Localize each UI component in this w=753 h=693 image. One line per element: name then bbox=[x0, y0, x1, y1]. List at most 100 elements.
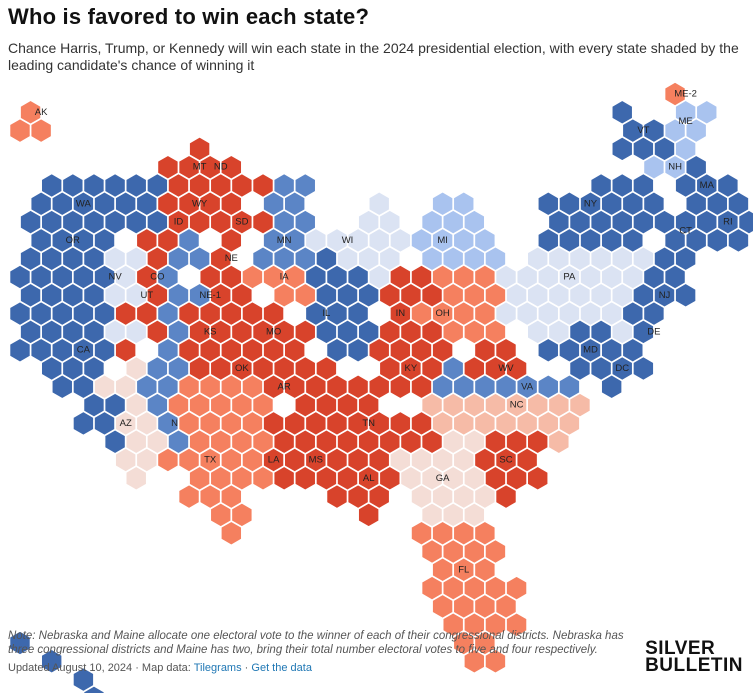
state-hex bbox=[315, 392, 338, 418]
state-hex bbox=[51, 374, 74, 400]
state-label-mi: MI bbox=[437, 235, 448, 246]
state-ca[interactable] bbox=[9, 246, 126, 455]
state-ma[interactable] bbox=[674, 154, 739, 217]
state-nj[interactable] bbox=[621, 246, 697, 327]
state-hex bbox=[442, 319, 465, 345]
state-label-ms: MS bbox=[309, 455, 323, 466]
state-hex bbox=[410, 301, 433, 327]
state-fl[interactable] bbox=[410, 520, 528, 674]
state-label-in: IN bbox=[396, 308, 406, 319]
state-ak[interactable] bbox=[9, 99, 53, 144]
state-me-2[interactable] bbox=[664, 81, 686, 107]
logo-line-2: BULLETIN bbox=[645, 655, 743, 676]
state-hex bbox=[495, 484, 517, 510]
state-tx[interactable] bbox=[157, 374, 274, 546]
state-label-nc: NC bbox=[510, 400, 524, 411]
state-mo[interactable] bbox=[241, 301, 317, 363]
state-label-wa: WA bbox=[76, 198, 92, 209]
tilegrams-link[interactable]: Tilegrams bbox=[193, 662, 242, 674]
state-ne-1[interactable] bbox=[209, 282, 253, 308]
state-oh[interactable] bbox=[410, 264, 507, 345]
state-hex bbox=[495, 374, 517, 400]
state-label-dc: DC bbox=[615, 363, 629, 374]
state-hex bbox=[611, 136, 634, 162]
state-ar[interactable] bbox=[252, 355, 359, 418]
state-ct[interactable] bbox=[664, 209, 718, 253]
state-label-ia: IA bbox=[280, 272, 290, 283]
state-dc[interactable] bbox=[600, 337, 655, 400]
state-de[interactable] bbox=[621, 319, 655, 363]
state-me[interactable] bbox=[664, 99, 718, 144]
logo-line-1: SILVER bbox=[645, 638, 716, 659]
state-mt[interactable] bbox=[157, 136, 232, 199]
state-label-ca: CA bbox=[77, 345, 91, 356]
state-hex bbox=[220, 520, 243, 546]
state-hi[interactable] bbox=[9, 630, 105, 693]
state-hex bbox=[347, 337, 369, 363]
state-hex bbox=[537, 227, 560, 253]
state-label-va: VA bbox=[521, 381, 534, 392]
state-tn[interactable] bbox=[304, 374, 443, 455]
state-hex bbox=[9, 118, 31, 144]
state-label-az: AZ bbox=[120, 418, 132, 429]
state-hex bbox=[685, 118, 708, 144]
state-id[interactable] bbox=[135, 172, 211, 272]
state-label-ri: RI bbox=[723, 217, 733, 228]
state-label-md: MD bbox=[583, 345, 598, 356]
state-label-pa: PA bbox=[563, 272, 576, 283]
state-wv[interactable] bbox=[463, 337, 528, 382]
state-hex bbox=[157, 154, 179, 180]
chart-title: Who is favored to win each state? bbox=[8, 4, 370, 29]
state-hex bbox=[357, 502, 380, 528]
state-hex bbox=[452, 374, 475, 400]
state-la[interactable] bbox=[262, 410, 338, 491]
state-ny[interactable] bbox=[537, 172, 676, 253]
state-ok[interactable] bbox=[178, 337, 264, 382]
state-ks[interactable] bbox=[178, 301, 253, 345]
state-hex bbox=[125, 465, 148, 491]
footer-separator: · bbox=[241, 662, 252, 674]
state-hex bbox=[674, 282, 697, 308]
state-sc[interactable] bbox=[473, 429, 549, 510]
state-label-ne: NE bbox=[225, 253, 238, 264]
state-nd[interactable] bbox=[220, 154, 274, 199]
state-az[interactable] bbox=[93, 355, 169, 491]
state-label-sc: SC bbox=[499, 455, 512, 466]
state-hex bbox=[495, 301, 517, 327]
state-hex bbox=[600, 227, 623, 253]
state-va[interactable] bbox=[431, 355, 581, 400]
state-hex bbox=[706, 227, 729, 253]
state-label-tn: TN bbox=[362, 418, 375, 429]
state-hex bbox=[632, 355, 655, 382]
footnote: Note: Nebraska and Maine allocate one el… bbox=[8, 630, 624, 656]
state-hex bbox=[569, 355, 591, 382]
get-data-link[interactable]: Get the data bbox=[251, 662, 312, 674]
state-hex bbox=[336, 392, 359, 418]
state-hex bbox=[114, 301, 137, 327]
state-hex bbox=[526, 465, 549, 491]
state-hex bbox=[495, 410, 517, 436]
state-label-id: ID bbox=[174, 217, 184, 228]
state-co[interactable] bbox=[157, 227, 211, 345]
state-label-mt: MT bbox=[193, 162, 207, 173]
state-label-vt: VT bbox=[637, 125, 649, 136]
state-label-ak: AK bbox=[35, 107, 48, 118]
state-mi[interactable] bbox=[410, 191, 507, 272]
state-ut[interactable] bbox=[114, 264, 169, 363]
state-wa[interactable] bbox=[30, 172, 169, 217]
state-il[interactable] bbox=[304, 246, 401, 363]
state-ri[interactable] bbox=[706, 191, 753, 253]
state-label-wi: WI bbox=[342, 235, 354, 246]
state-hex bbox=[93, 374, 116, 400]
state-hex bbox=[473, 374, 496, 400]
state-hex bbox=[547, 429, 570, 455]
state-hex bbox=[600, 374, 623, 400]
state-label-ne-1: NE-1 bbox=[199, 290, 221, 301]
state-hex bbox=[473, 410, 496, 436]
state-hex bbox=[72, 410, 95, 436]
state-ia[interactable] bbox=[241, 264, 317, 308]
state-label-co: CO bbox=[150, 272, 164, 283]
state-label-ct: CT bbox=[679, 226, 692, 237]
state-label-nd: ND bbox=[214, 162, 228, 173]
